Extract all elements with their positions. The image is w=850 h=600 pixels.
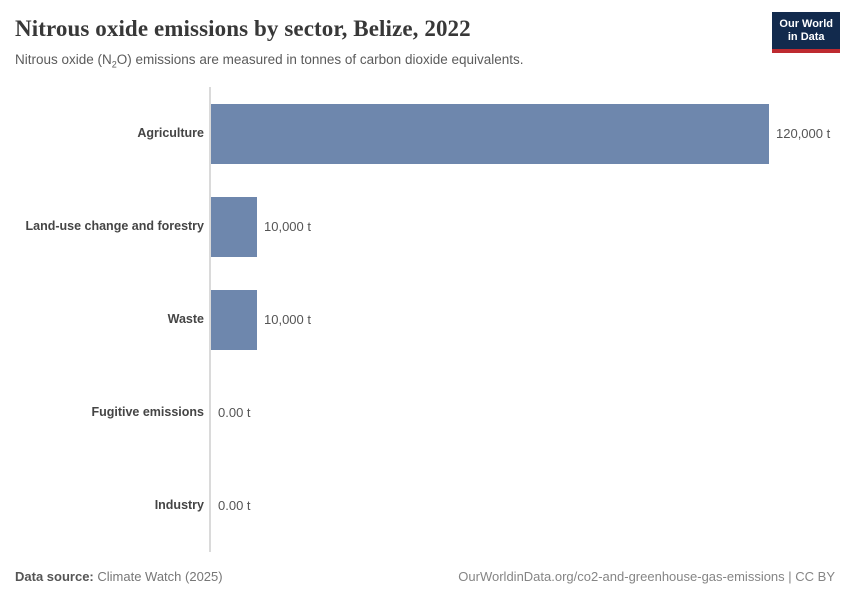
bar-row: Agriculture 120,000 t [0,87,850,180]
chart-footer: Data source: Climate Watch (2025) OurWor… [15,569,835,584]
category-label: Industry [154,498,204,513]
y-axis-line [209,87,211,552]
license-note: OurWorldinData.org/co2-and-greenhouse-ga… [458,569,835,584]
data-source-label: Data source: [15,569,94,584]
value-label: 10,000 t [264,219,311,234]
bar-chart-rows: Agriculture 120,000 t Land-use change and … [0,87,850,552]
category-label: Waste [167,312,204,327]
owid-logo-line1: Our World [779,18,833,30]
bar[interactable] [211,289,257,350]
value-label: 10,000 t [264,312,311,327]
bar-row: Fugitive emissions 0.00 t [0,366,850,459]
bar[interactable] [211,196,257,257]
owid-logo[interactable]: Our World in Data [772,12,840,53]
bar-row: Waste 10,000 t [0,273,850,366]
subtitle-subscript: 2 [111,59,117,70]
value-label: 0.00 t [218,405,251,420]
chart-subtitle: Nitrous oxide (N2O) emissions are measur… [15,52,524,70]
subtitle-text-pre: Nitrous oxide (N [15,52,112,67]
value-label: 0.00 t [218,498,251,513]
owid-logo-line2: in Data [787,31,825,43]
bar-row: Land-use change and forestry 10,000 t [0,180,850,273]
bar[interactable] [211,103,769,164]
subtitle-text-post: O) emissions are measured in tonnes of c… [116,52,524,67]
data-source-note: Data source: Climate Watch (2025) [15,569,223,584]
bar-row: Industry 0.00 t [0,459,850,552]
category-label: Fugitive emissions [91,405,204,420]
data-source-value: Climate Watch (2025) [93,569,223,584]
page-title: Nitrous oxide emissions by sector, Beliz… [15,16,471,41]
category-label: Agriculture [137,126,204,141]
value-label: 120,000 t [776,126,831,141]
category-label: Land-use change and forestry [25,219,204,234]
